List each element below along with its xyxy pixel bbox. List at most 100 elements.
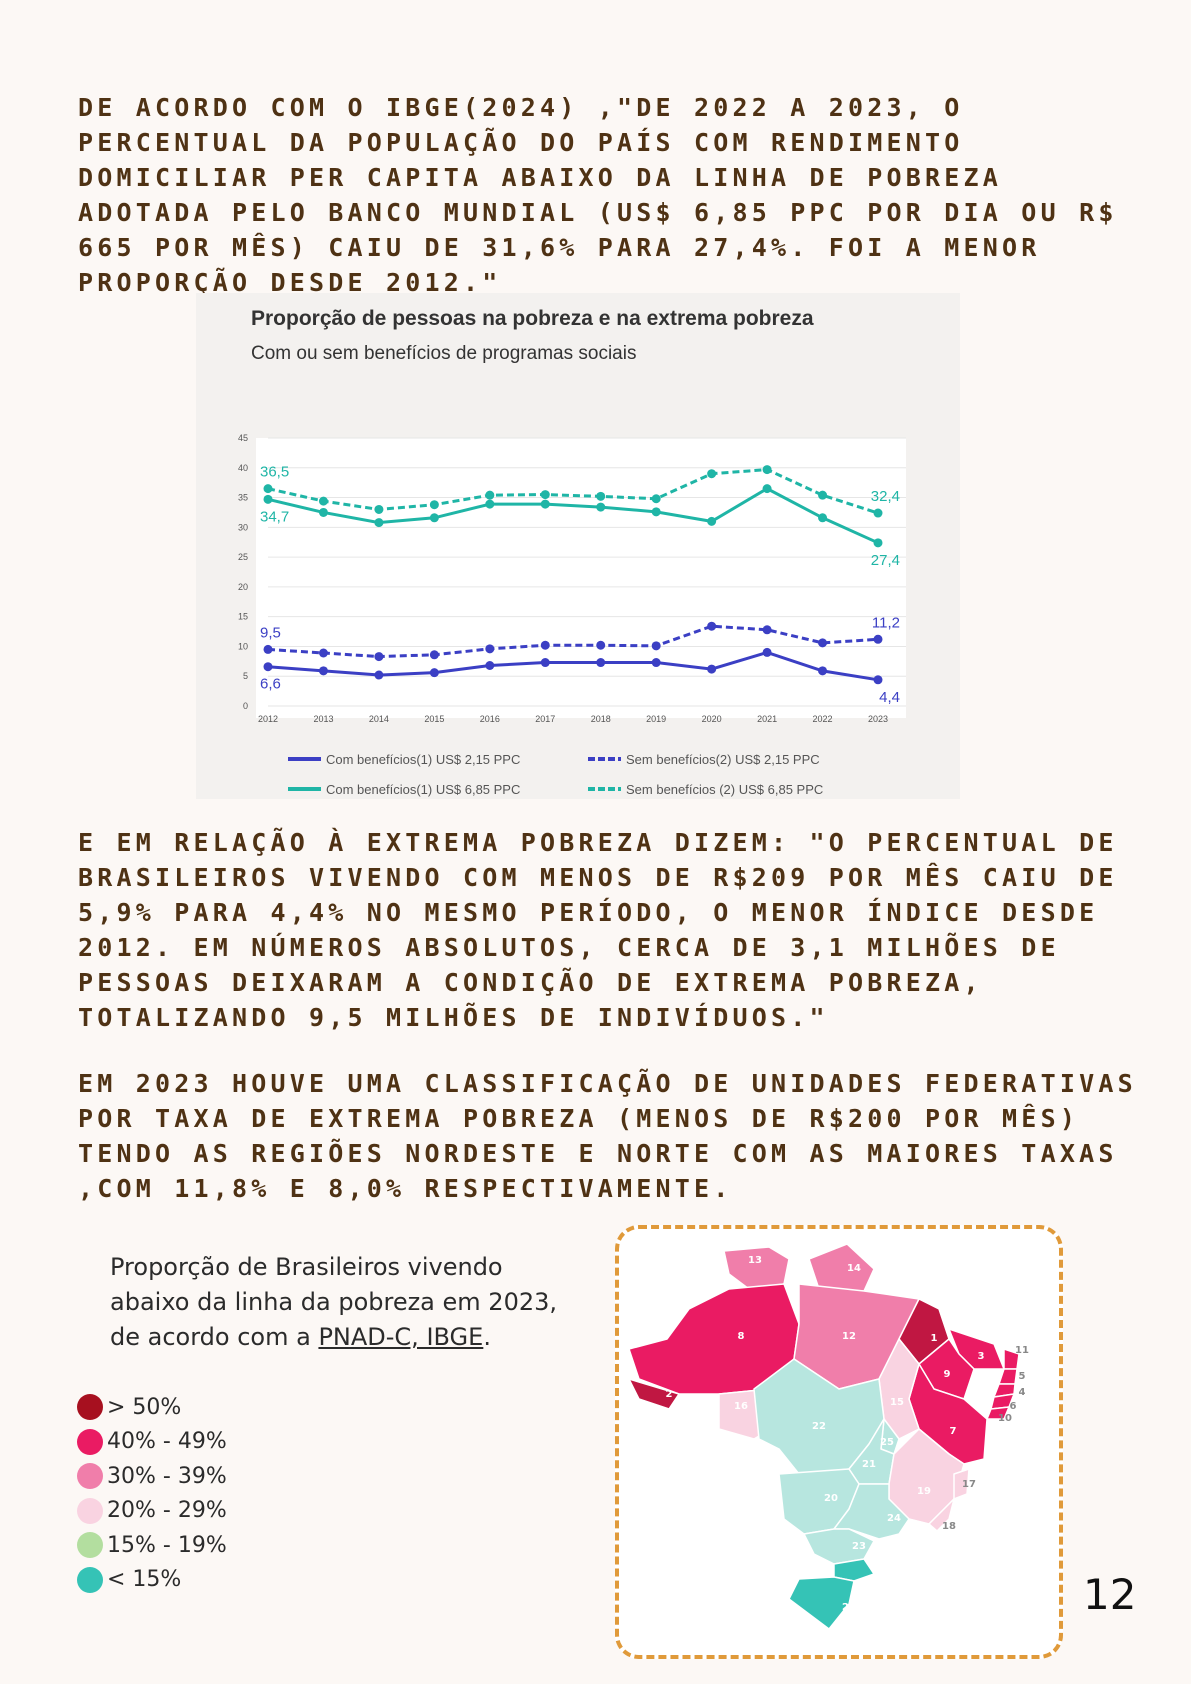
series-point-3 xyxy=(818,490,828,500)
legend-item: < 15% xyxy=(77,1563,227,1598)
y-tick-label: 15 xyxy=(238,612,248,622)
series-point-1 xyxy=(263,644,273,654)
map-state-label: 4 xyxy=(1019,1387,1026,1398)
x-tick-label: 2021 xyxy=(757,714,777,724)
series-point-3 xyxy=(429,500,439,510)
state-14 xyxy=(808,1243,875,1292)
series-point-1 xyxy=(873,634,883,644)
poverty-line-chart: Proporção de pessoas na pobreza e na ext… xyxy=(196,293,960,799)
series-point-3 xyxy=(651,494,661,504)
state-3 xyxy=(948,1328,1005,1370)
series-point-1 xyxy=(707,621,717,631)
map-state-label: 26 xyxy=(842,1602,856,1613)
brazil-map: 1234567891011121314151617181920212223242… xyxy=(628,1243,1029,1630)
series-point-0 xyxy=(818,666,828,676)
data-label: 11,2 xyxy=(872,614,900,631)
state-13 xyxy=(723,1246,790,1290)
series-point-0 xyxy=(540,658,550,668)
series-line-0 xyxy=(267,650,879,682)
series-point-3 xyxy=(596,491,606,501)
series-point-3 xyxy=(485,490,495,500)
series-point-2 xyxy=(540,499,550,509)
series-point-2 xyxy=(263,494,273,504)
map-state-label: 1 xyxy=(931,1333,938,1344)
x-tick-label: 2023 xyxy=(868,714,888,724)
series-point-2 xyxy=(596,502,606,512)
legend-item: 15% - 19% xyxy=(77,1528,227,1563)
legend-label: Sem benefícios(2) US$ 2,15 PPC xyxy=(626,752,820,767)
series-point-2 xyxy=(651,507,661,517)
series-point-3 xyxy=(374,504,384,514)
series-point-2 xyxy=(707,516,717,526)
paragraph-poverty-rate: DE ACORDO COM O IBGE(2024) ,"DE 2022 A 2… xyxy=(78,93,1118,297)
series-point-0 xyxy=(318,666,328,676)
legend-item: 40% - 49% xyxy=(77,1425,227,1460)
state-18 xyxy=(928,1498,955,1532)
series-line-2 xyxy=(267,486,879,545)
legend-item: 30% - 39% xyxy=(77,1459,227,1494)
x-tick-label: 2012 xyxy=(258,714,278,724)
map-state-label: 6 xyxy=(1010,1401,1017,1412)
y-tick-label: 5 xyxy=(243,671,248,681)
series-point-2 xyxy=(873,538,883,548)
x-tick-label: 2018 xyxy=(591,714,611,724)
chart-subtitle: Com ou sem benefícios de programas socia… xyxy=(251,343,637,364)
map-state-label: 21 xyxy=(862,1459,876,1470)
series-point-1 xyxy=(651,641,661,651)
series-point-3 xyxy=(540,490,550,500)
legend-title-end: . xyxy=(483,1323,491,1351)
chart-title: Proporção de pessoas na pobreza e na ext… xyxy=(251,307,814,330)
map-state-label: 25 xyxy=(880,1437,894,1448)
legend-item-label: 20% - 29% xyxy=(107,1498,227,1524)
map-state-label: 7 xyxy=(950,1426,957,1437)
series-point-2 xyxy=(762,484,772,494)
legend-color-swatch xyxy=(77,1497,103,1524)
map-state-label: 2 xyxy=(666,1389,673,1400)
brazil-map-frame: 1 2 3 4 5 6 7 8 9 10 11 12 13 14 15 16 17 18 19 20 21 22 23 24 2… xyxy=(615,1225,1063,1659)
legend-item-label: < 15% xyxy=(107,1567,182,1593)
state-17 xyxy=(953,1468,970,1500)
map-state-label: 15 xyxy=(890,1397,904,1408)
series-point-3 xyxy=(318,496,328,506)
legend-color-swatch xyxy=(77,1428,103,1455)
series-point-1 xyxy=(485,644,495,654)
data-label: 6,6 xyxy=(260,676,281,693)
paragraph-federative-units: EM 2023 HOUVE UMA CLASSIFICAÇÃO DE UNIDA… xyxy=(78,1069,1137,1203)
legend-color-swatch xyxy=(77,1532,103,1559)
map-state-label: 11 xyxy=(1015,1345,1029,1356)
legend-item-label: 15% - 19% xyxy=(107,1532,227,1558)
map-state-label: 14 xyxy=(847,1263,861,1274)
y-tick-label: 0 xyxy=(243,701,248,711)
state-27 xyxy=(833,1558,875,1582)
map-legend: > 50% 40% - 49% 30% - 39% 20% - 29% 15% - 19… xyxy=(77,1390,227,1597)
y-tick-label: 35 xyxy=(238,493,248,503)
legend-source-link[interactable]: PNAD-C, IBGE xyxy=(318,1323,484,1351)
state-2 xyxy=(628,1378,680,1410)
y-tick-label: 45 xyxy=(238,433,248,443)
paragraph-extreme-poverty: E EM RELAÇÃO À EXTREMA POBREZA DIZEM: "O… xyxy=(78,828,1118,1032)
series-point-2 xyxy=(429,513,439,523)
data-label: 4,4 xyxy=(879,689,900,706)
legend-color-swatch xyxy=(77,1566,103,1593)
map-state-label: 22 xyxy=(812,1421,826,1432)
series-point-0 xyxy=(873,675,883,685)
map-state-label: 18 xyxy=(942,1521,956,1532)
series-point-2 xyxy=(485,499,495,509)
legend-label: Sem benefícios (2) US$ 6,85 PPC xyxy=(626,782,823,797)
series-point-1 xyxy=(318,648,328,658)
series-point-0 xyxy=(707,664,717,674)
series-point-0 xyxy=(651,658,661,668)
legend-item-label: 40% - 49% xyxy=(107,1429,227,1455)
data-label: 34,7 xyxy=(260,508,289,525)
x-tick-label: 2016 xyxy=(480,714,500,724)
state-26 xyxy=(788,1576,855,1630)
series-point-1 xyxy=(818,638,828,648)
map-state-label: 23 xyxy=(852,1541,866,1552)
map-state-label: 27 xyxy=(874,1573,888,1584)
series-point-3 xyxy=(263,484,273,494)
map-state-label: 13 xyxy=(748,1255,762,1266)
legend-color-swatch xyxy=(77,1463,103,1490)
map-state-label: 3 xyxy=(978,1351,985,1362)
series-point-0 xyxy=(596,658,606,668)
legend-item-label: 30% - 39% xyxy=(107,1463,227,1489)
